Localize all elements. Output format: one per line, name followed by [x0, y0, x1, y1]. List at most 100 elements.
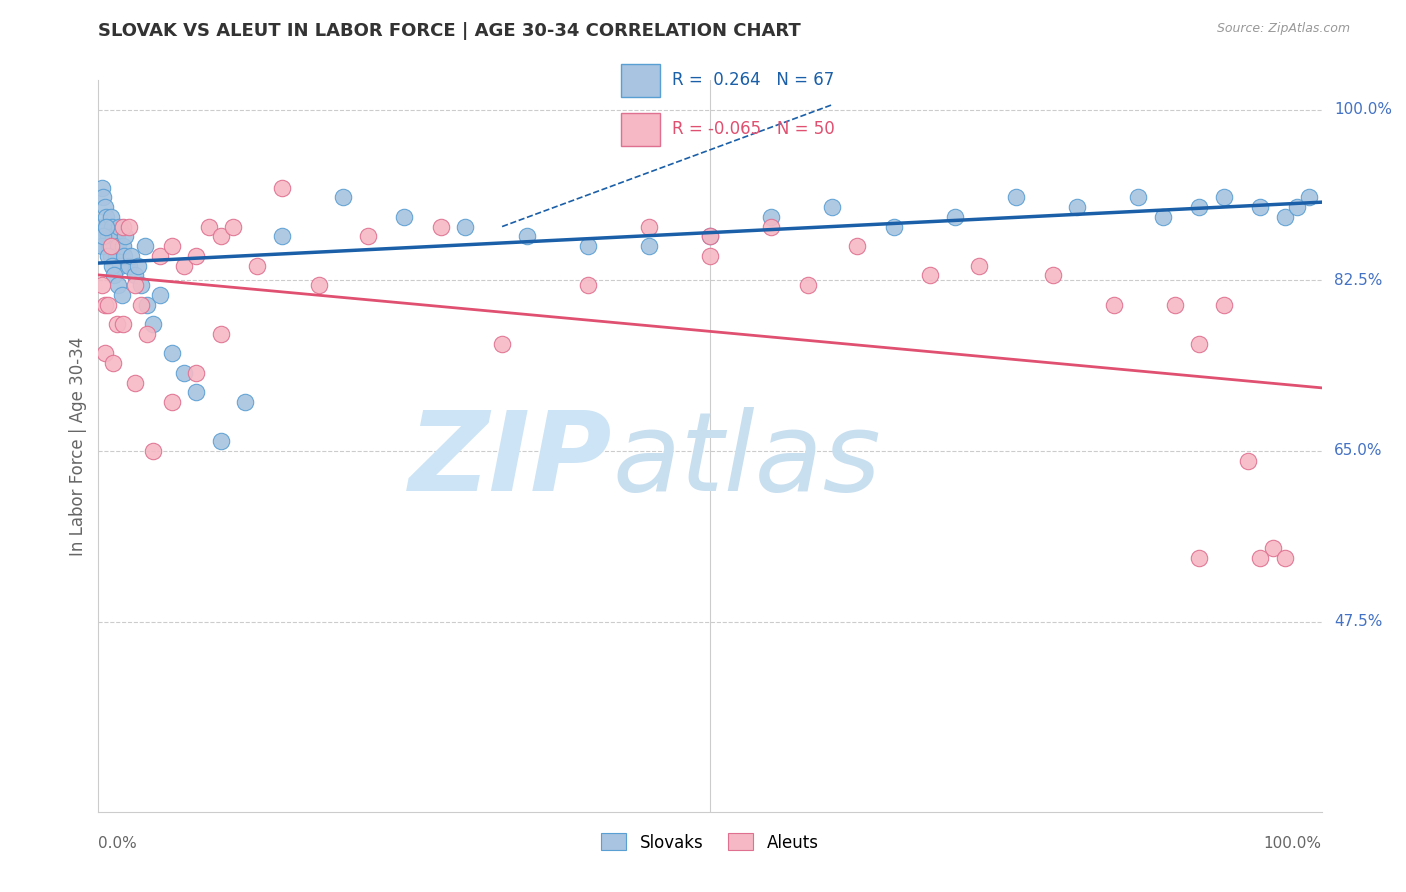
Point	[91, 190, 114, 204]
Point	[114, 229, 136, 244]
Point	[98, 239, 121, 253]
Point	[637, 219, 661, 234]
Point	[160, 346, 183, 360]
Point	[97, 229, 120, 244]
Point	[197, 219, 219, 234]
Point	[233, 395, 256, 409]
Text: 47.5%: 47.5%	[1334, 614, 1382, 629]
Point	[1212, 190, 1234, 204]
Point	[90, 219, 112, 234]
Point	[101, 219, 124, 234]
Text: atlas: atlas	[612, 407, 880, 514]
Text: 100.0%: 100.0%	[1334, 102, 1392, 117]
Point	[91, 239, 114, 253]
Point	[430, 219, 453, 234]
Point	[186, 249, 208, 263]
Bar	[620, 64, 659, 96]
Point	[1188, 200, 1211, 214]
Point	[797, 278, 820, 293]
Point	[91, 278, 114, 293]
Point	[1250, 551, 1272, 566]
Point	[392, 210, 416, 224]
Point	[124, 268, 146, 283]
Point	[103, 268, 125, 283]
Point	[576, 239, 599, 253]
Point	[124, 376, 146, 390]
Point	[93, 346, 115, 360]
Point	[1128, 190, 1150, 204]
Text: SLOVAK VS ALEUT IN LABOR FORCE | AGE 30-34 CORRELATION CHART: SLOVAK VS ALEUT IN LABOR FORCE | AGE 30-…	[98, 22, 801, 40]
Point	[105, 229, 128, 244]
Point	[124, 278, 146, 293]
Point	[186, 366, 208, 380]
Point	[699, 249, 721, 263]
Point	[209, 229, 232, 244]
Point	[118, 219, 141, 234]
Point	[111, 288, 134, 302]
Point	[93, 297, 115, 311]
Point	[112, 249, 135, 263]
Point	[821, 200, 844, 214]
Point	[761, 210, 783, 224]
Point	[308, 278, 330, 293]
Text: 65.0%: 65.0%	[1334, 443, 1382, 458]
Point	[1212, 297, 1234, 311]
Point	[1102, 297, 1125, 311]
Point	[111, 317, 134, 331]
Point	[943, 210, 966, 224]
Point	[699, 229, 721, 244]
Point	[160, 395, 183, 409]
Point	[111, 239, 134, 253]
Point	[149, 288, 172, 302]
Text: R = -0.065   N = 50: R = -0.065 N = 50	[672, 120, 835, 138]
Bar	[620, 113, 659, 145]
Point	[1188, 336, 1211, 351]
Point	[173, 259, 195, 273]
Point	[108, 219, 131, 234]
Point	[100, 239, 122, 253]
Point	[101, 259, 124, 273]
Point	[576, 278, 599, 293]
Point	[100, 210, 122, 224]
Point	[110, 259, 132, 273]
Point	[845, 239, 868, 253]
Point	[142, 317, 165, 331]
Point	[107, 239, 129, 253]
Point	[1164, 297, 1187, 311]
Text: 0.0%: 0.0%	[98, 836, 138, 851]
Point	[332, 190, 354, 204]
Point	[1152, 210, 1174, 224]
Point	[136, 297, 159, 311]
Text: Source: ZipAtlas.com: Source: ZipAtlas.com	[1216, 22, 1350, 36]
Point	[94, 210, 117, 224]
Point	[97, 249, 120, 263]
Point	[454, 219, 477, 234]
Point	[91, 229, 114, 244]
Point	[129, 278, 152, 293]
Point	[173, 366, 195, 380]
Point	[883, 219, 905, 234]
Point	[136, 326, 159, 341]
Point	[1286, 200, 1309, 214]
Point	[209, 434, 232, 449]
Text: R =  0.264   N = 67: R = 0.264 N = 67	[672, 71, 834, 89]
Point	[107, 278, 129, 293]
Point	[120, 249, 142, 263]
Point	[129, 297, 152, 311]
Point	[920, 268, 942, 283]
Point	[93, 239, 115, 253]
Point	[118, 259, 141, 273]
Point	[1004, 190, 1026, 204]
Point	[101, 356, 124, 370]
Point	[1261, 541, 1284, 556]
Point	[761, 219, 783, 234]
Point	[270, 180, 294, 194]
Point	[270, 229, 294, 244]
Point	[111, 219, 134, 234]
Point	[516, 229, 538, 244]
Point	[637, 239, 661, 253]
Point	[160, 239, 183, 253]
Point	[699, 229, 721, 244]
Text: 100.0%: 100.0%	[1264, 836, 1322, 851]
Point	[1188, 551, 1211, 566]
